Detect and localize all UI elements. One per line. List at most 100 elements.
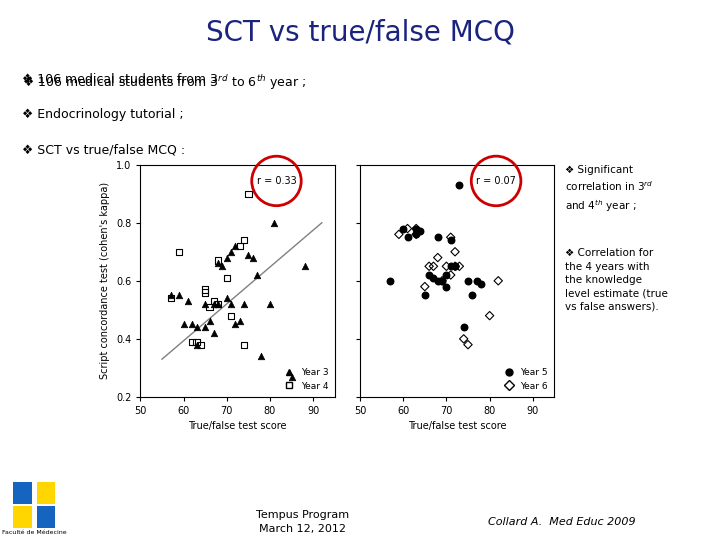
Year 6 [441, 262, 452, 271]
Year 4 [199, 285, 211, 294]
Year 5 [384, 276, 396, 285]
Year 6 [419, 282, 431, 291]
Text: Faculté de Médecine: Faculté de Médecine [2, 530, 67, 535]
Year 6 [462, 340, 474, 349]
Year 5 [428, 274, 439, 282]
Year 6 [484, 311, 495, 320]
Year 4 [204, 302, 215, 311]
Bar [13, 506, 32, 528]
Year 5 [449, 262, 461, 271]
Year 4 [212, 256, 224, 265]
Year 6 [458, 334, 469, 343]
Text: Tempus Program: Tempus Program [256, 510, 349, 521]
Text: ❖ Endocrinology tutorial ;: ❖ Endocrinology tutorial ; [22, 108, 183, 121]
Year 5 [432, 276, 444, 285]
Year 6 [436, 276, 448, 285]
Year 3 [225, 300, 237, 308]
Year 3 [225, 247, 237, 256]
Year 4 [238, 236, 250, 245]
Bar [37, 482, 55, 504]
Year 3 [230, 242, 241, 251]
Text: ❖ Correlation for
the 4 years with
the knowledge
level estimate (true
vs false a: ❖ Correlation for the 4 years with the k… [565, 248, 668, 311]
Year 3 [299, 262, 310, 271]
Year 6 [432, 253, 444, 262]
Year 3 [264, 300, 276, 308]
Year 3 [221, 253, 233, 262]
Year 4 [199, 288, 211, 297]
Year 5 [445, 236, 456, 245]
Year 3 [247, 253, 258, 262]
Year 3 [221, 294, 233, 302]
Text: r = 0.07: r = 0.07 [476, 176, 516, 186]
Year 3 [165, 291, 176, 300]
Year 3 [208, 329, 220, 338]
Year 5 [436, 276, 448, 285]
Text: Collard A.  Med Educ 2009: Collard A. Med Educ 2009 [487, 517, 636, 528]
Year 3 [212, 300, 224, 308]
Year 3 [238, 300, 250, 308]
Year 5 [458, 323, 469, 332]
Year 4 [238, 340, 250, 349]
Year 5 [415, 227, 426, 236]
Year 3 [243, 251, 254, 259]
Year 4 [165, 294, 176, 302]
Year 6 [454, 262, 465, 271]
Text: ❖ Significant
correlation in 3$^{rd}$
and 4$^{th}$ year ;: ❖ Significant correlation in 3$^{rd}$ an… [565, 165, 654, 214]
Year 5 [462, 276, 474, 285]
Bar [37, 506, 55, 528]
Year 3 [204, 317, 215, 326]
Year 3 [256, 352, 267, 361]
Text: SCT vs true/false MCQ: SCT vs true/false MCQ [206, 19, 514, 47]
Year 6 [449, 247, 461, 256]
Year 5 [471, 276, 482, 285]
Year 3 [208, 300, 220, 308]
Year 6 [445, 271, 456, 279]
Year 6 [402, 224, 413, 233]
Year 3 [234, 317, 246, 326]
Year 3 [269, 218, 280, 227]
Year 5 [449, 262, 461, 271]
Year 4 [221, 274, 233, 282]
Year 3 [230, 320, 241, 329]
Year 5 [423, 271, 435, 279]
Year 4 [195, 340, 207, 349]
Text: March 12, 2012: March 12, 2012 [259, 524, 346, 534]
Year 6 [445, 233, 456, 241]
X-axis label: True/false test score: True/false test score [408, 422, 506, 431]
Text: ❖ SCT vs true/false MCQ :: ❖ SCT vs true/false MCQ : [22, 143, 185, 156]
Year 6 [410, 224, 422, 233]
Text: ❖ 106 medical students from 3: ❖ 106 medical students from 3 [22, 73, 217, 86]
Year 5 [441, 271, 452, 279]
Y-axis label: Script concordance test (cohen's kappa): Script concordance test (cohen's kappa) [101, 182, 110, 380]
Year 4 [225, 311, 237, 320]
Year 3 [182, 297, 194, 306]
Legend: Year 3, Year 4: Year 3, Year 4 [279, 366, 330, 393]
Year 6 [449, 262, 461, 271]
Year 6 [428, 262, 439, 271]
Year 3 [191, 323, 202, 332]
Year 4 [234, 242, 246, 251]
Year 3 [212, 259, 224, 268]
Year 5 [432, 233, 444, 241]
X-axis label: True/false test score: True/false test score [189, 422, 287, 431]
Year 5 [410, 230, 422, 239]
Year 4 [243, 190, 254, 198]
Year 3 [199, 300, 211, 308]
Legend: Year 5, Year 6: Year 5, Year 6 [498, 366, 550, 393]
Text: ❖ 106 medical students from 3$^{rd}$ to 6$^{th}$ year ;: ❖ 106 medical students from 3$^{rd}$ to … [22, 73, 305, 92]
Year 5 [402, 233, 413, 241]
Year 6 [393, 230, 405, 239]
Year 3 [191, 340, 202, 349]
Text: r = 0.33: r = 0.33 [256, 176, 297, 186]
Year 3 [174, 291, 185, 300]
Year 5 [467, 291, 478, 300]
Year 4 [208, 297, 220, 306]
Bar [13, 482, 32, 504]
Year 6 [423, 262, 435, 271]
Year 3 [217, 262, 228, 271]
Year 4 [212, 300, 224, 308]
Year 3 [186, 320, 198, 329]
Year 6 [410, 230, 422, 239]
Year 6 [492, 276, 504, 285]
Year 3 [286, 372, 297, 381]
